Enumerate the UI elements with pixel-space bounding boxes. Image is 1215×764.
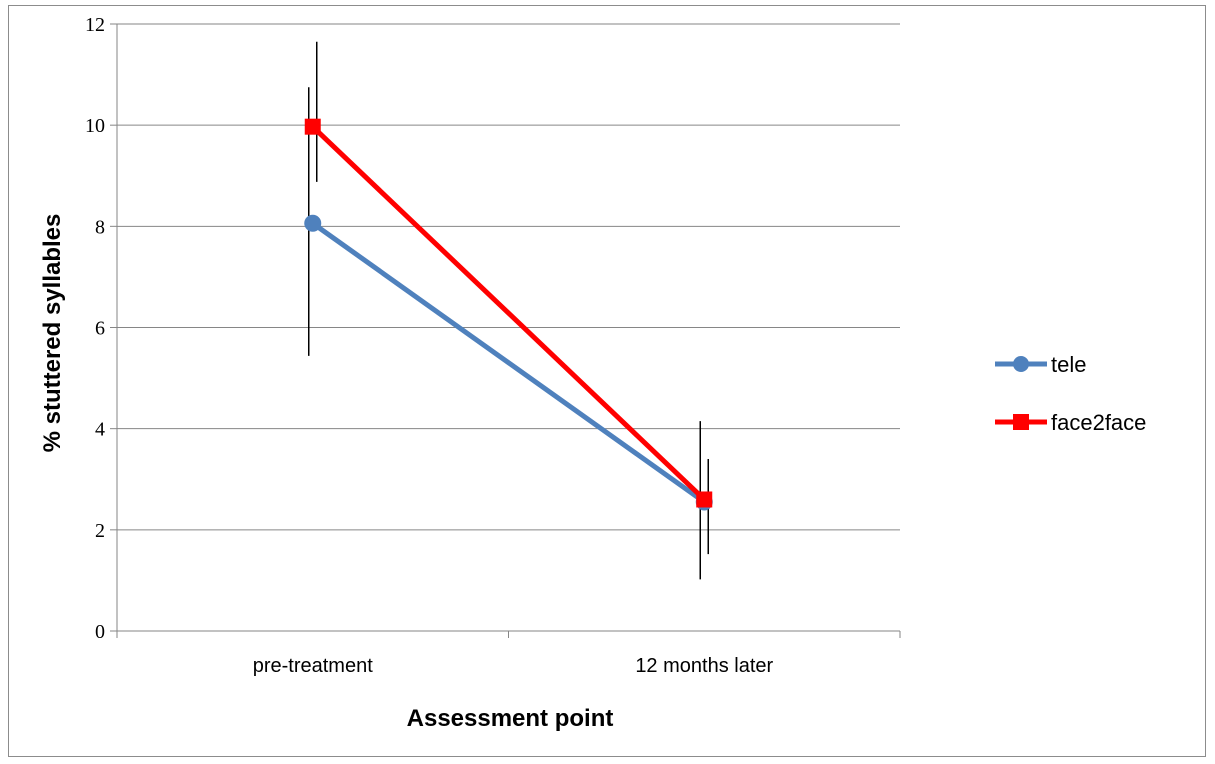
legend-marker-face2face (1013, 414, 1029, 430)
legend-marker-tele (1013, 356, 1029, 372)
data-point-face2face (696, 491, 713, 508)
legend-label-face2face: face2face (1051, 410, 1146, 435)
y-tick-label: 10 (85, 115, 105, 137)
y-tick-label: 0 (95, 621, 105, 643)
y-tick-label: 8 (95, 216, 105, 238)
x-tick-label: pre-treatment (253, 655, 373, 677)
axes (116, 24, 900, 632)
y-tick-label: 6 (95, 318, 105, 340)
x-tick-labels: pre-treatment 12 months later (253, 655, 774, 677)
series-line-tele (311, 221, 706, 505)
y-axis-title: % stuttered syllables (39, 214, 66, 453)
data-point-tele (304, 214, 322, 232)
markers (304, 118, 713, 511)
data-point-face2face (304, 118, 321, 135)
x-tick-label: 12 months later (635, 655, 773, 677)
legend-label-tele: tele (1051, 352, 1086, 377)
series-line-face2face (311, 124, 706, 502)
y-tick-label: 12 (85, 14, 105, 36)
legend: tele face2face (995, 352, 1146, 435)
chart-frame (8, 5, 1206, 757)
x-axis-title: Assessment point (407, 705, 614, 732)
gridlines (110, 23, 901, 638)
y-tick-labels: 0 2 4 6 8 10 12 (85, 14, 105, 643)
series (311, 124, 706, 505)
y-tick-label: 2 (95, 520, 105, 542)
y-tick-label: 4 (95, 419, 105, 441)
